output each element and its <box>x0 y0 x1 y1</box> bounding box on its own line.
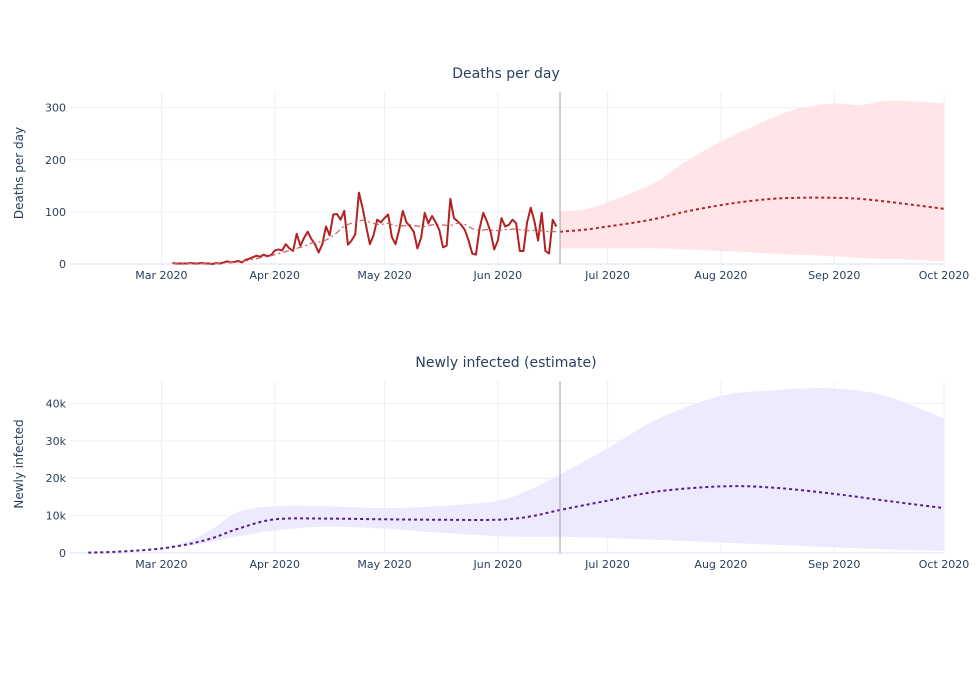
lower-x-tick-label: Mar 2020 <box>135 558 187 571</box>
lower-series <box>88 381 945 554</box>
upper-tick-labels: Mar 2020 Apr 2020 May 2020 Jun 2020 Jul 2020… <box>45 102 969 282</box>
lower-x-tick-label: Sep 2020 <box>808 558 860 571</box>
upper-x-tick-label: Mar 2020 <box>135 269 187 282</box>
upper-y-axis-title: Deaths per day <box>12 127 26 219</box>
upper-x-tick-label: Jun 2020 <box>473 269 523 282</box>
lower-y-axis-title: Newly infected <box>12 419 26 508</box>
lower-y-tick-label: 20k <box>46 472 67 485</box>
upper-chart-title: Deaths per day <box>452 66 560 82</box>
upper-y-tick-label: 300 <box>45 102 66 115</box>
newly-infected-chart: Mar 2020 Apr 2020 May 2020 Jun 2020 Jul 2020… <box>12 355 969 571</box>
upper-y-tick-label: 200 <box>45 154 66 167</box>
infected-uncertainty-band <box>88 388 945 553</box>
upper-x-tick-label: Sep 2020 <box>808 269 860 282</box>
deaths-per-day-chart: Mar 2020 Apr 2020 May 2020 Jun 2020 Jul 2020… <box>12 66 969 282</box>
lower-y-tick-label: 30k <box>46 435 67 448</box>
average-deaths-line <box>172 219 557 265</box>
lower-x-tick-label: Apr 2020 <box>250 558 301 571</box>
lower-x-tick-label: Jul 2020 <box>584 558 630 571</box>
lower-y-tick-label: 0 <box>59 547 66 560</box>
projected-deaths-line <box>559 196 945 233</box>
upper-x-tick-label: May 2020 <box>357 269 411 282</box>
lower-y-tick-label: 40k <box>46 397 67 410</box>
upper-x-tick-label: Apr 2020 <box>250 269 301 282</box>
lower-chart-title: Newly infected (estimate) <box>415 355 596 371</box>
lower-x-tick-label: May 2020 <box>357 558 411 571</box>
upper-y-tick-label: 0 <box>59 258 66 271</box>
infected-estimate-line <box>88 485 945 554</box>
upper-x-tick-label: Aug 2020 <box>694 269 747 282</box>
lower-x-tick-label: Aug 2020 <box>694 558 747 571</box>
lower-x-tick-label: Oct 2020 <box>919 558 970 571</box>
observed-deaths-line <box>172 191 558 265</box>
lower-tick-labels: Mar 2020 Apr 2020 May 2020 Jun 2020 Jul 2020… <box>46 397 970 571</box>
lower-y-tick-label: 10k <box>46 510 67 523</box>
lower-x-tick-label: Jun 2020 <box>473 558 523 571</box>
upper-series <box>172 92 945 265</box>
upper-y-tick-label: 100 <box>45 206 66 219</box>
upper-x-tick-label: Jul 2020 <box>584 269 630 282</box>
projection-uncertainty-band <box>560 100 944 262</box>
upper-x-tick-label: Oct 2020 <box>919 269 970 282</box>
